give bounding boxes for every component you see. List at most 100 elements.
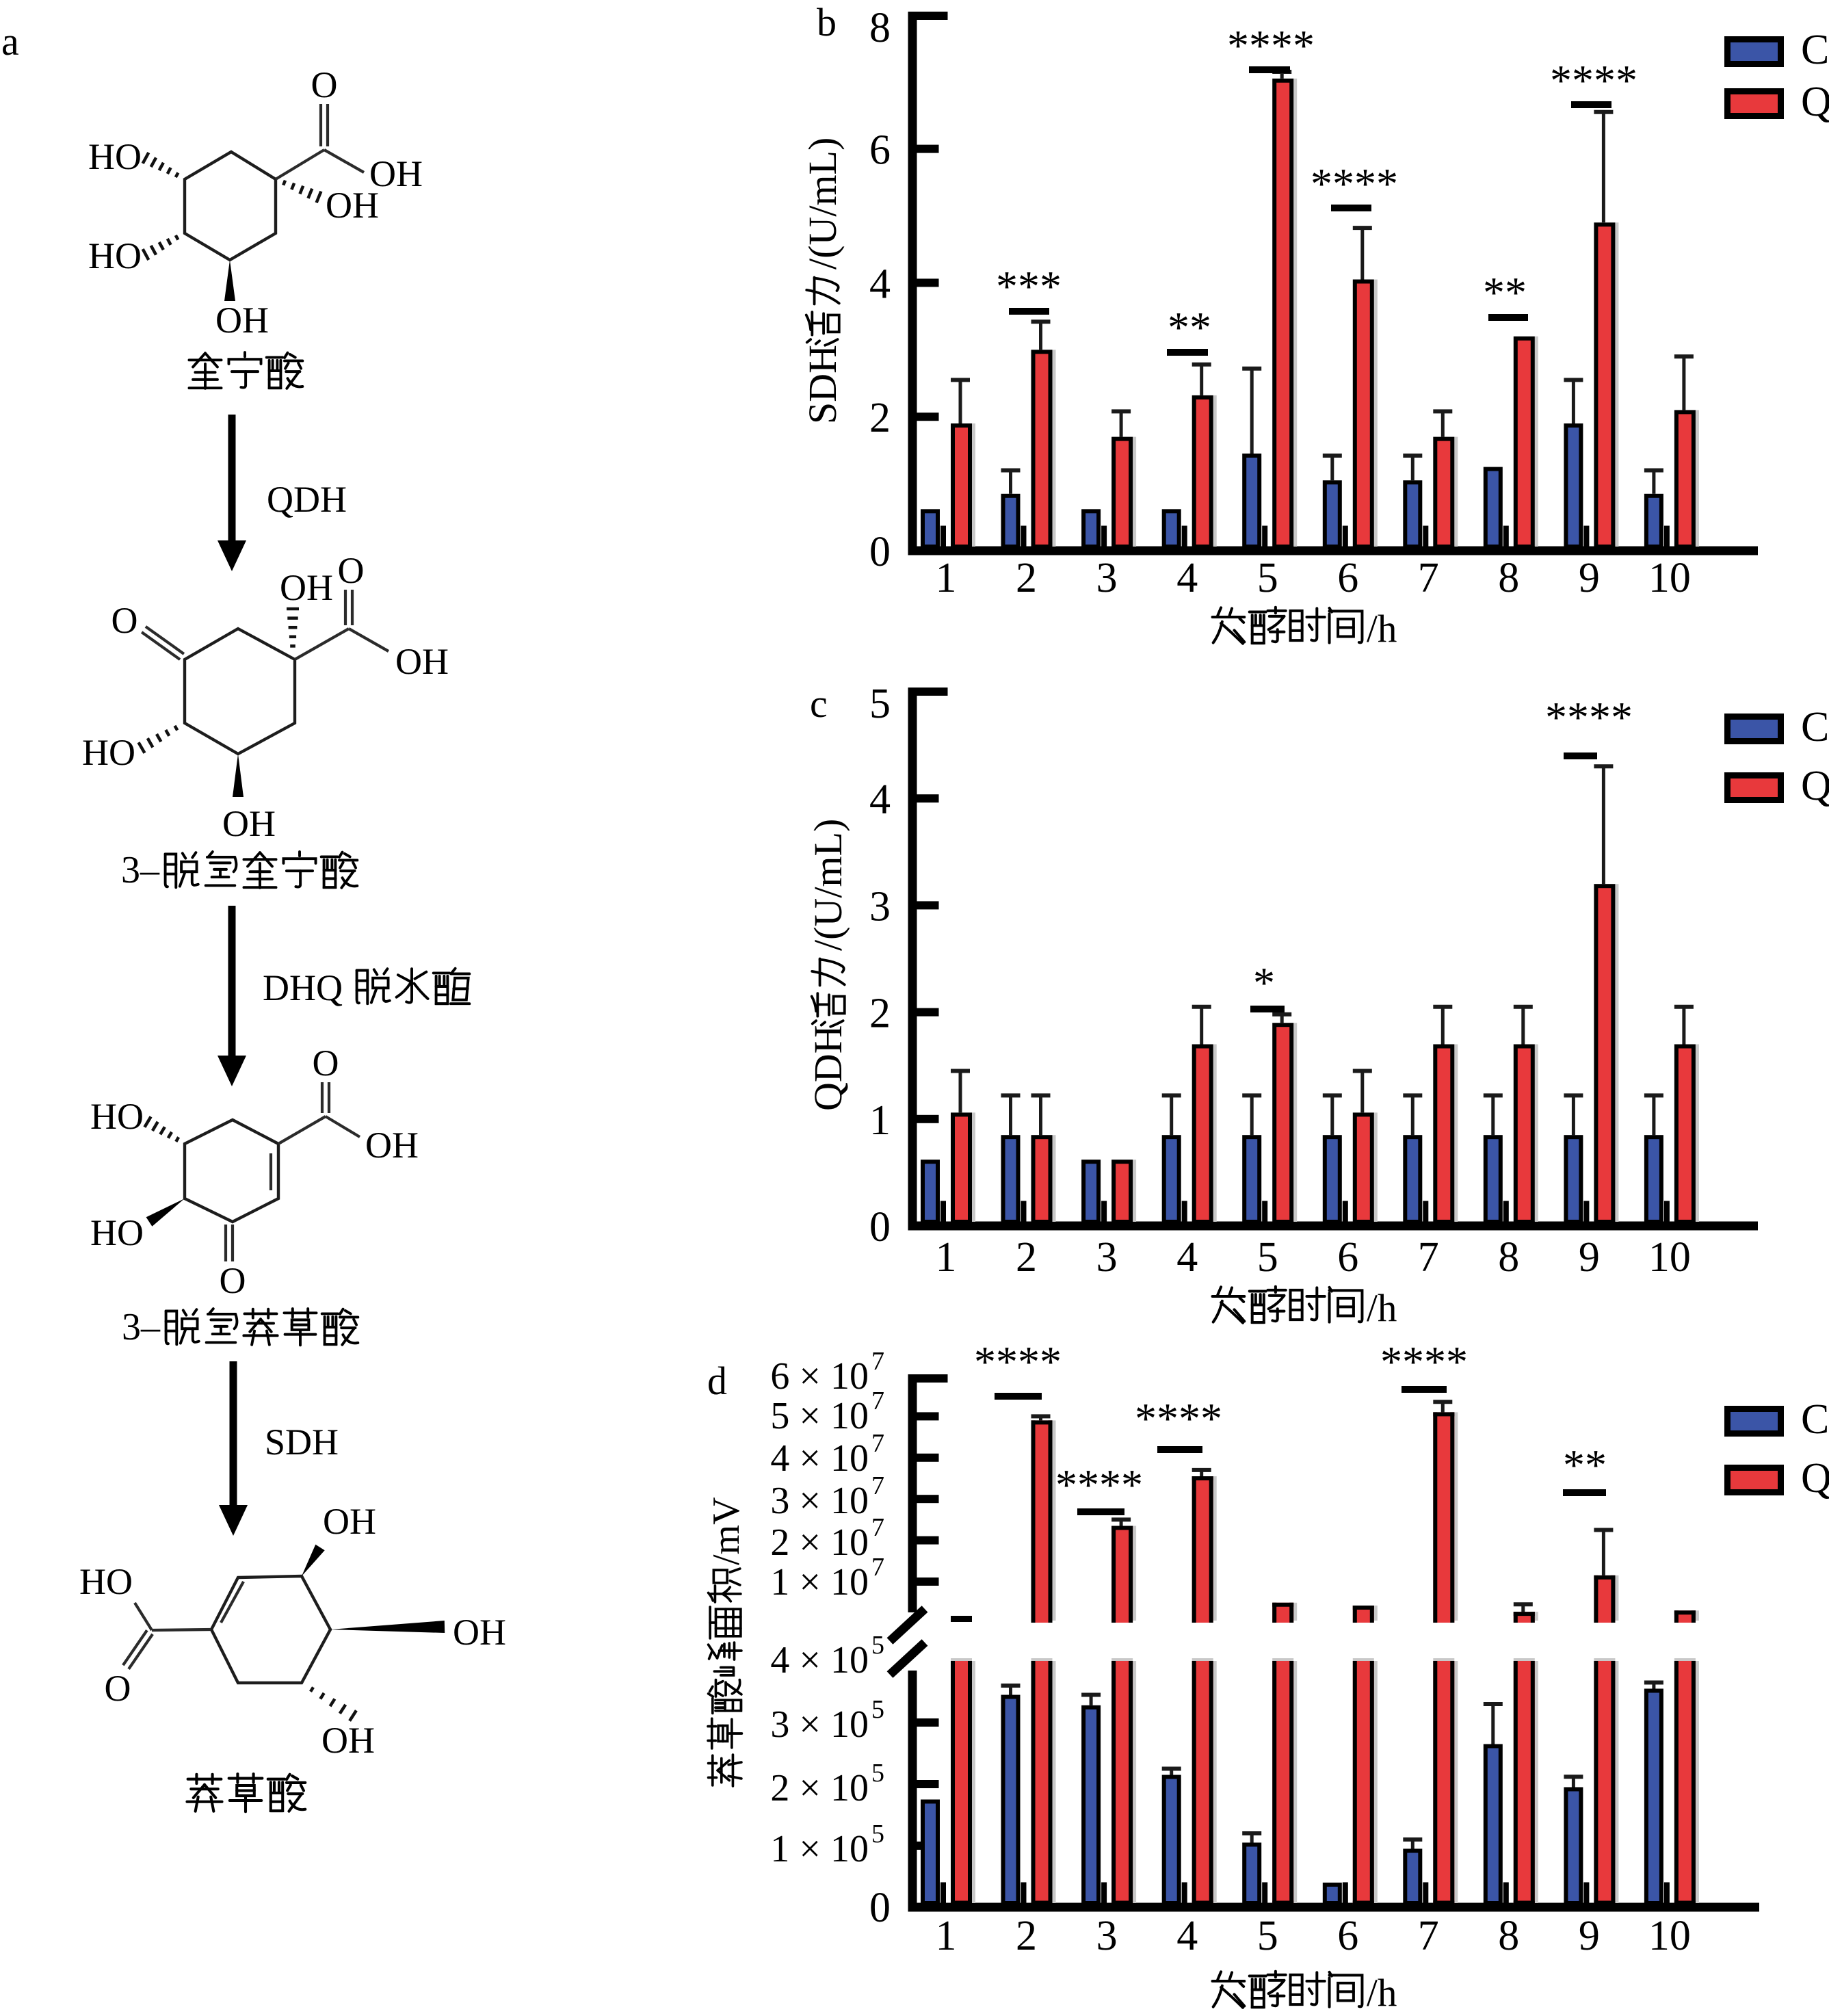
svg-text:1 × 10: 1 × 10 — [770, 1828, 869, 1870]
svg-text:3: 3 — [1096, 1913, 1118, 1959]
svg-text:7: 7 — [871, 1387, 884, 1415]
svg-text:3 × 10: 3 × 10 — [770, 1480, 869, 1522]
svg-text:C: C — [1801, 704, 1829, 750]
svg-text:/h: /h — [1367, 1972, 1397, 2013]
svg-text:5: 5 — [871, 1820, 884, 1848]
svg-text:7: 7 — [871, 1347, 884, 1376]
svg-text:4: 4 — [869, 776, 891, 823]
svg-text:2 × 10: 2 × 10 — [770, 1767, 869, 1809]
svg-text:8: 8 — [869, 5, 891, 51]
svg-text:HO: HO — [90, 1096, 144, 1137]
svg-text:Q: Q — [1801, 763, 1829, 809]
svg-text:OH: OH — [326, 185, 379, 226]
svg-text:5: 5 — [1257, 1234, 1278, 1281]
svg-text:3–: 3– — [121, 849, 160, 891]
svg-text:C: C — [1801, 1396, 1829, 1443]
svg-text:**: ** — [1563, 1441, 1607, 1489]
svg-text:OH: OH — [222, 803, 276, 844]
svg-text:5: 5 — [1257, 555, 1278, 601]
svg-text:****: **** — [1055, 1461, 1143, 1509]
svg-text:****: **** — [1545, 693, 1633, 742]
svg-text:C: C — [1801, 27, 1829, 73]
svg-text:HO: HO — [88, 136, 142, 177]
svg-text:/(U/mL): /(U/mL) — [800, 138, 845, 270]
svg-text:9: 9 — [1579, 1913, 1600, 1959]
svg-text:0: 0 — [869, 1204, 891, 1251]
svg-text:9: 9 — [1579, 1234, 1600, 1281]
svg-text:OH: OH — [321, 1720, 375, 1761]
svg-text:10: 10 — [1648, 1234, 1691, 1281]
svg-text:HO: HO — [90, 1212, 144, 1253]
svg-text:QDH: QDH — [806, 1025, 850, 1111]
svg-text:0: 0 — [869, 529, 891, 575]
svg-text:Q: Q — [1801, 1455, 1829, 1502]
svg-text:OH: OH — [323, 1501, 376, 1542]
svg-text:6: 6 — [869, 127, 891, 174]
svg-text:4: 4 — [1176, 1234, 1198, 1281]
svg-text:O: O — [338, 550, 365, 591]
svg-text:5: 5 — [871, 1631, 884, 1660]
svg-text:HO: HO — [82, 732, 135, 773]
svg-text:2: 2 — [1016, 1234, 1037, 1281]
svg-text:OH: OH — [453, 1612, 506, 1653]
svg-text:7: 7 — [871, 1471, 884, 1500]
svg-text:4 × 10: 4 × 10 — [770, 1639, 869, 1681]
svg-text:****: **** — [1380, 1337, 1468, 1386]
svg-text:7: 7 — [871, 1553, 884, 1582]
svg-text:5: 5 — [869, 681, 891, 727]
svg-text:2: 2 — [1016, 555, 1037, 601]
svg-text:9: 9 — [1579, 555, 1600, 601]
svg-text:**: ** — [1168, 303, 1211, 352]
svg-text:3 × 10: 3 × 10 — [770, 1703, 869, 1746]
svg-text:OH: OH — [369, 153, 423, 194]
svg-text:1: 1 — [869, 1097, 891, 1144]
svg-text:OH: OH — [280, 567, 333, 608]
svg-text:**: ** — [1483, 268, 1527, 317]
svg-text:3: 3 — [1096, 1234, 1118, 1281]
svg-text:2: 2 — [1016, 1913, 1037, 1959]
svg-text:/h: /h — [1367, 1287, 1397, 1330]
svg-text:4 × 10: 4 × 10 — [770, 1437, 869, 1480]
svg-text:4: 4 — [869, 261, 891, 307]
svg-text:4: 4 — [1176, 555, 1198, 601]
svg-text:O: O — [220, 1260, 246, 1301]
svg-text:a: a — [1, 19, 19, 64]
svg-text:3: 3 — [869, 883, 891, 930]
svg-text:7: 7 — [1418, 1913, 1439, 1959]
svg-text:****: **** — [1227, 21, 1315, 70]
svg-text:0: 0 — [869, 1885, 891, 1931]
svg-text:1: 1 — [936, 1913, 957, 1959]
svg-text:4: 4 — [1176, 1913, 1198, 1959]
svg-text:2: 2 — [869, 991, 891, 1037]
svg-text:SDH: SDH — [265, 1422, 339, 1463]
svg-text:3: 3 — [1096, 555, 1118, 601]
svg-text:5 × 10: 5 × 10 — [770, 1395, 869, 1437]
svg-text:*: * — [1253, 958, 1275, 1007]
svg-text:6: 6 — [1337, 555, 1358, 601]
svg-text:2 × 10: 2 × 10 — [770, 1521, 869, 1564]
svg-text:O: O — [105, 1668, 131, 1709]
svg-text:****: **** — [1550, 56, 1637, 105]
svg-text:QDH: QDH — [267, 479, 347, 520]
svg-text:DHQ: DHQ — [263, 967, 343, 1008]
svg-text:8: 8 — [1498, 1234, 1519, 1281]
svg-text:10: 10 — [1648, 1913, 1691, 1959]
svg-text:1: 1 — [936, 1234, 957, 1281]
svg-text:8: 8 — [1498, 1913, 1519, 1959]
svg-text:HO: HO — [88, 235, 142, 276]
svg-text:7: 7 — [1418, 555, 1439, 601]
svg-text:Q: Q — [1801, 79, 1829, 125]
svg-text:O: O — [313, 1043, 339, 1084]
svg-text:10: 10 — [1648, 555, 1691, 601]
svg-text:7: 7 — [871, 1429, 884, 1458]
svg-text:7: 7 — [1418, 1234, 1439, 1281]
svg-text:O: O — [311, 64, 338, 105]
svg-text:OH: OH — [395, 641, 449, 682]
svg-text:2: 2 — [869, 395, 891, 441]
svg-text:7: 7 — [871, 1513, 884, 1542]
svg-text:b: b — [817, 0, 837, 44]
svg-text:OH: OH — [365, 1125, 419, 1166]
svg-text:d: d — [707, 1359, 727, 1403]
svg-text:OH: OH — [215, 300, 269, 341]
svg-text:6: 6 — [1337, 1913, 1358, 1959]
